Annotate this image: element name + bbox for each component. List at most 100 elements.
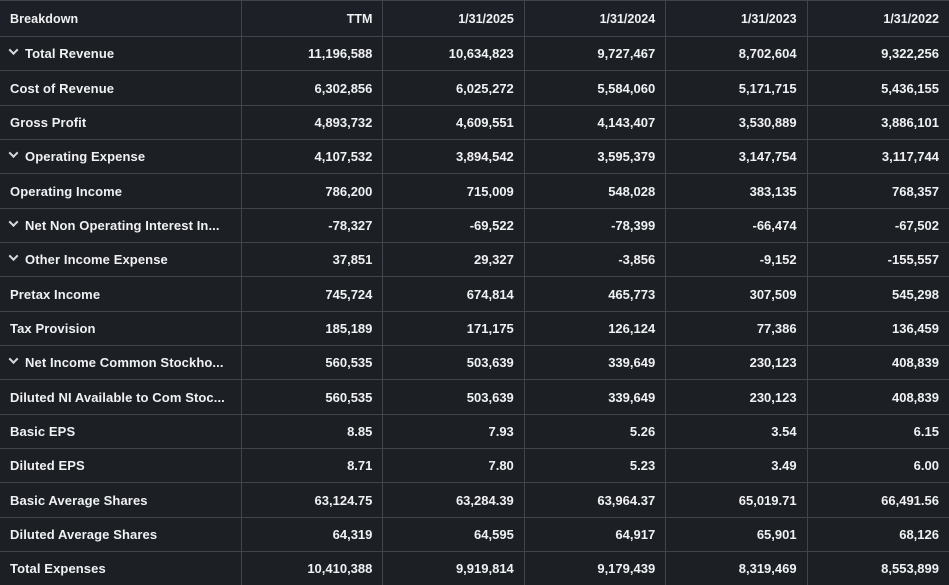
row-label-cell: Operating Income	[0, 174, 242, 208]
value-cell: 7.93	[383, 414, 525, 449]
value-cell: 4,107,532	[242, 140, 384, 174]
value-cell: 63,284.39	[383, 483, 525, 517]
value-cell: 465,773	[525, 277, 667, 311]
value-cell: 3,117,744	[881, 149, 939, 165]
row-label: Basic Average Shares	[10, 492, 148, 508]
row-label-cell[interactable]: Total Revenue	[0, 37, 242, 71]
value-cell: 8,319,469	[666, 552, 808, 585]
value-cell: 11,196,588	[242, 37, 384, 71]
table-row: Diluted Average Shares 64,319 64,595 64,917…	[0, 517, 949, 553]
row-label: Gross Profit	[10, 114, 87, 130]
value-cell: 136,459	[891, 320, 939, 336]
table-row: Diluted EPS 8.71 7.80 5.23 3.49 6.00	[0, 449, 949, 484]
row-label-cell[interactable]: Other Income Expense	[0, 243, 242, 277]
value-cell: 8.85	[242, 414, 384, 449]
row-label: Other Income Expense	[25, 252, 168, 268]
chevron-down-icon[interactable]	[8, 251, 19, 262]
table-row: Operating Expense 4,107,532 3,894,542 3,595…	[0, 140, 949, 175]
header-period-TTM: TTM	[242, 1, 384, 36]
row-label-cell: Gross Profit	[0, 105, 242, 140]
value-cell: 3,894,542	[383, 140, 525, 174]
value-cell: 7.80	[383, 449, 525, 483]
row-label-cell: Diluted EPS	[0, 449, 242, 483]
value-cell: 9,179,439	[525, 552, 667, 585]
value-cell: 3.54	[666, 414, 808, 449]
value-cell: 3,886,101	[881, 114, 939, 130]
value-cell: 768,357	[891, 183, 939, 199]
value-cell: 383,135	[666, 174, 808, 208]
value-cell: -78,327	[242, 208, 384, 243]
value-cell: 65,901	[666, 517, 808, 552]
table-row: Net Income Common Stockho... 560,535 503,6…	[0, 346, 949, 381]
value-cell: 8.71	[242, 449, 384, 483]
value-cell: 786,200	[242, 174, 384, 208]
value-cell: 6.00	[913, 458, 939, 474]
row-label-cell: Diluted NI Available to Com Stoc...	[0, 380, 242, 414]
header-period-1-31-2023: 1/31/2023	[666, 1, 808, 36]
row-label-cell: Basic EPS	[0, 414, 242, 449]
value-cell: 66,491.56	[881, 492, 939, 508]
value-cell: 10,410,388	[242, 552, 384, 585]
value-cell: 68,126	[899, 526, 939, 542]
value-cell: 230,123	[666, 346, 808, 380]
table-row: Operating Income 786,200 715,009 548,028 383…	[0, 174, 949, 209]
value-cell: 230,123	[666, 380, 808, 414]
value-cell: 37,851	[242, 243, 384, 277]
value-cell: 6,302,856	[242, 71, 384, 105]
value-cell: 503,639	[383, 346, 525, 380]
row-label-cell: Total Expenses	[0, 552, 242, 585]
value-cell: 5,436,155	[881, 80, 939, 96]
value-cell: 6.15	[913, 423, 939, 439]
row-label-cell: Basic Average Shares	[0, 483, 242, 517]
row-label-cell[interactable]: Net Income Common Stockho...	[0, 346, 242, 380]
chevron-down-icon[interactable]	[8, 217, 19, 227]
row-label: Operating Expense	[25, 149, 146, 165]
row-label-cell: Cost of Revenue	[0, 71, 242, 105]
row-label: Cost of Revenue	[10, 80, 115, 96]
header-period-1-31-2025: 1/31/2025	[383, 1, 525, 36]
table-row: Pretax Income 745,724 674,814 465,773 307,50…	[0, 277, 949, 312]
header-period-1-31-2024: 1/31/2024	[525, 1, 667, 36]
row-label: Pretax Income	[10, 286, 101, 302]
value-cell: 4,893,732	[242, 105, 384, 140]
table-row: Total Expenses 10,410,388 9,919,814 9,179,4…	[0, 552, 949, 585]
value-cell: 339,649	[525, 380, 667, 414]
value-cell: 126,124	[525, 311, 667, 346]
row-label: Operating Income	[10, 183, 123, 199]
value-cell: 10,634,823	[383, 37, 525, 71]
value-cell: 77,386	[666, 311, 808, 346]
value-cell: -66,474	[666, 208, 808, 243]
row-label-cell[interactable]: Net Non Operating Interest In...	[0, 208, 242, 243]
value-cell: -78,399	[525, 208, 667, 243]
value-cell: 8,553,899	[881, 561, 939, 577]
row-label-cell[interactable]: Operating Expense	[0, 140, 242, 174]
value-cell: 29,327	[383, 243, 525, 277]
value-cell: 560,535	[242, 346, 384, 380]
header-period-1-31-2022: 1/31/2022	[883, 11, 939, 26]
row-label: Total Expenses	[10, 561, 106, 577]
value-cell: 4,609,551	[383, 105, 525, 140]
value-cell: 64,917	[525, 517, 667, 552]
value-cell: 63,124.75	[242, 483, 384, 517]
value-cell: 4,143,407	[525, 105, 667, 140]
header-breakdown: Breakdown	[0, 1, 242, 36]
table-row: Basic EPS 8.85 7.93 5.26 3.54 6.15	[0, 414, 949, 450]
row-label: Basic EPS	[10, 423, 76, 439]
value-cell: 339,649	[525, 346, 667, 380]
value-cell: 3,530,889	[666, 105, 808, 140]
chevron-down-icon[interactable]	[8, 354, 19, 365]
value-cell: 745,724	[242, 277, 384, 311]
row-label: Diluted EPS	[10, 458, 85, 474]
row-label: Net Income Common Stockho...	[25, 355, 224, 371]
value-cell: 408,839	[891, 355, 939, 371]
table-row: Basic Average Shares 63,124.75 63,284.39 63…	[0, 483, 949, 518]
chevron-down-icon[interactable]	[8, 148, 19, 159]
value-cell: 64,595	[383, 517, 525, 552]
row-label: Tax Provision	[10, 320, 96, 336]
value-cell: 545,298	[891, 286, 939, 302]
row-label-cell: Diluted Average Shares	[0, 517, 242, 552]
table-header: Breakdown TTM 1/31/2025 1/31/2024 1/31/2023 1…	[0, 1, 949, 37]
chevron-down-icon[interactable]	[8, 45, 19, 56]
value-cell: 307,509	[666, 277, 808, 311]
